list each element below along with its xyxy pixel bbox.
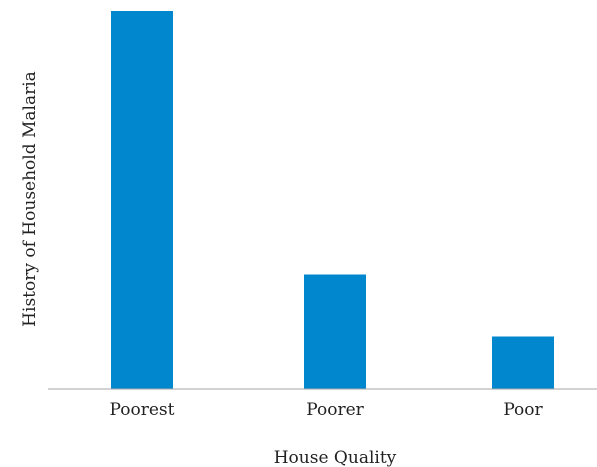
- x-axis-title: House Quality: [274, 448, 397, 467]
- bars-group: [111, 11, 554, 389]
- bar-poor: [492, 336, 554, 389]
- y-axis-title: History of Household Malaria: [20, 71, 40, 327]
- bar-poorest: [111, 11, 173, 389]
- x-tick-labels: Poorest Poorer Poor: [110, 400, 544, 420]
- x-tick-label-poorest: Poorest: [110, 400, 175, 420]
- x-tick-label-poorer: Poorer: [306, 400, 364, 420]
- bar-poorer: [304, 274, 366, 389]
- x-tick-label-poor: Poor: [503, 400, 543, 420]
